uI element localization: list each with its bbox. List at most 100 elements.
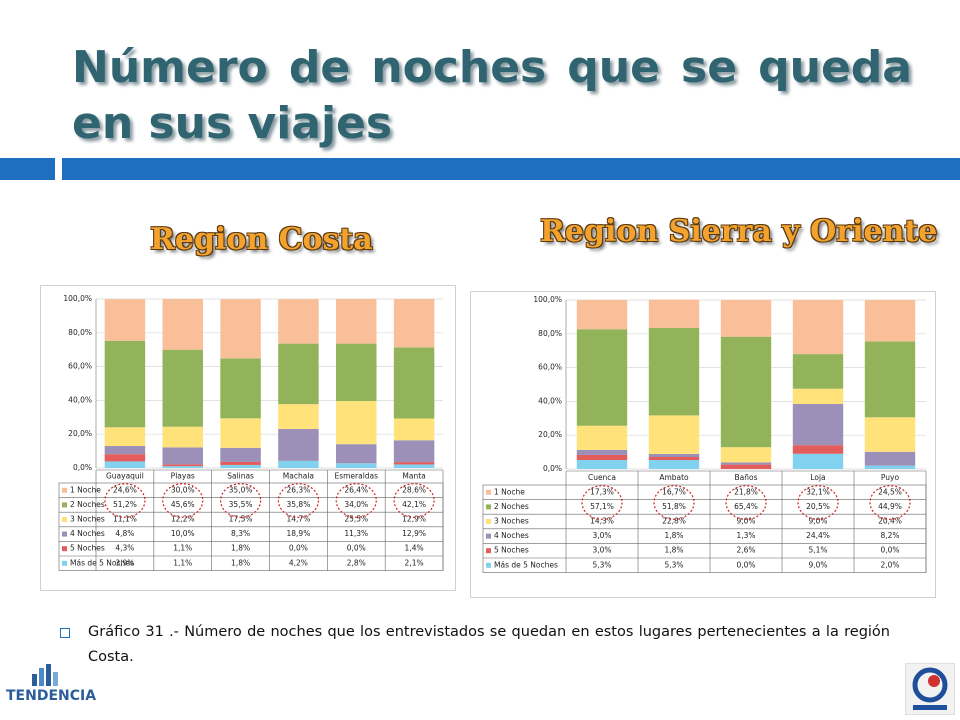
legend-swatch <box>62 502 67 508</box>
bar-segment <box>393 418 435 441</box>
bar-segment <box>864 465 916 469</box>
y-tick-label: 100,0% <box>533 295 562 304</box>
data-label: 12,9% <box>402 529 426 538</box>
data-label: 24,6% <box>113 485 137 494</box>
x-tick-label: Playas <box>171 472 195 481</box>
caption: Gráfico 31 .- Número de noches que los e… <box>88 624 890 665</box>
bar-segment <box>792 453 844 469</box>
legend-swatch <box>486 533 491 539</box>
data-label: 1,8% <box>231 558 250 567</box>
data-label: 3,0% <box>592 531 611 540</box>
data-label: 57,1% <box>590 502 614 511</box>
bar-segment <box>864 417 916 452</box>
highlight-circle <box>653 485 695 520</box>
y-tick-label: 20,0% <box>68 429 92 438</box>
data-label: 1,8% <box>231 544 250 553</box>
y-tick-label: 20,0% <box>538 430 562 439</box>
data-label: 24,4% <box>806 531 830 540</box>
bar-segment <box>576 425 628 450</box>
data-label: 11,1% <box>113 515 137 524</box>
data-label: 18,9% <box>287 529 311 538</box>
bar-segment <box>162 447 203 465</box>
bar-segment <box>104 446 146 455</box>
data-label: 2,8% <box>347 558 366 567</box>
bar-segment <box>336 299 377 344</box>
header-band <box>62 158 960 180</box>
data-label: 11,3% <box>344 529 368 538</box>
bar-segment <box>162 349 203 427</box>
data-label: 9,0% <box>736 517 755 526</box>
bar-segment <box>864 300 916 342</box>
highlight-circle <box>581 485 623 520</box>
data-label: 30,0% <box>171 485 195 494</box>
bar-segment <box>648 327 700 416</box>
x-tick-label: Puyo <box>881 473 900 482</box>
bar-segment <box>720 336 772 448</box>
bar-segment <box>792 388 844 404</box>
bar-segment <box>162 299 203 350</box>
x-tick-label: Manta <box>402 472 425 481</box>
data-label: 5,3% <box>592 560 611 569</box>
legend-swatch <box>486 562 491 568</box>
data-label: 14,7% <box>287 515 311 524</box>
bar-segment <box>576 449 628 455</box>
chart-heading: Region Costa <box>150 222 373 257</box>
bar-segment <box>162 464 203 467</box>
data-label: 17,3% <box>590 487 614 496</box>
highlight-circle <box>725 485 767 520</box>
data-label: 1,1% <box>173 544 192 553</box>
data-label: 14,3% <box>590 517 614 526</box>
data-label: 45,6% <box>171 500 195 509</box>
bar-segment <box>648 453 700 458</box>
bar-segment <box>220 447 261 462</box>
chart: 0,0% 20,0% 40,0% 60,0% 80,0% 100,0% Cuenca Amba… <box>470 291 936 598</box>
data-label: 3,9% <box>115 558 134 567</box>
data-label: 16,7% <box>662 487 686 496</box>
legend-label: 3 Noches <box>70 515 105 524</box>
y-tick-label: 40,0% <box>68 395 92 404</box>
bar-segment <box>278 460 319 468</box>
bar-segment <box>576 460 628 469</box>
legend-swatch <box>62 517 67 522</box>
data-label: 0,0% <box>289 544 308 553</box>
y-tick-label: 80,0% <box>538 329 562 338</box>
bar-segment <box>278 343 319 405</box>
x-tick-label: Cuenca <box>588 473 616 482</box>
highlight-circle <box>797 485 839 520</box>
data-label: 42,1% <box>402 500 426 509</box>
bar-segment <box>393 347 435 419</box>
data-label: 20,5% <box>806 502 830 511</box>
bar-segment <box>792 403 844 446</box>
logo-icon <box>32 664 58 686</box>
data-label: 4,8% <box>115 529 134 538</box>
highlight-circle <box>869 485 911 520</box>
data-label: 65,4% <box>734 502 758 511</box>
data-label: 12,2% <box>171 515 195 524</box>
data-label: 22,8% <box>662 517 686 526</box>
data-label: 8,3% <box>231 529 250 538</box>
data-label: 2,6% <box>736 546 755 555</box>
x-tick-label: Esmeraldas <box>334 472 378 481</box>
bar-segment <box>278 428 319 461</box>
bar-segment <box>220 418 261 448</box>
bar-segment <box>162 426 203 448</box>
legend-label: 1 Noche <box>70 485 101 494</box>
bar-segment <box>393 299 435 348</box>
bar-segment <box>648 415 700 454</box>
data-label: 21,8% <box>734 487 758 496</box>
x-tick-label: Salinas <box>227 472 254 481</box>
data-label: 44,9% <box>878 502 902 511</box>
bar-segment <box>336 401 377 445</box>
bar-segment <box>720 464 772 469</box>
data-label: 2,0% <box>880 560 899 569</box>
bar-segment <box>720 299 772 337</box>
data-label: 51,8% <box>662 502 686 511</box>
bar-segment <box>864 341 916 418</box>
legend-swatch <box>486 489 491 495</box>
data-label: 1,8% <box>664 531 683 540</box>
slide-title: Número de noches que se queda en sus via… <box>72 42 912 149</box>
bar-segment <box>220 461 261 465</box>
legend-swatch <box>62 487 67 493</box>
legend-swatch <box>486 548 491 554</box>
